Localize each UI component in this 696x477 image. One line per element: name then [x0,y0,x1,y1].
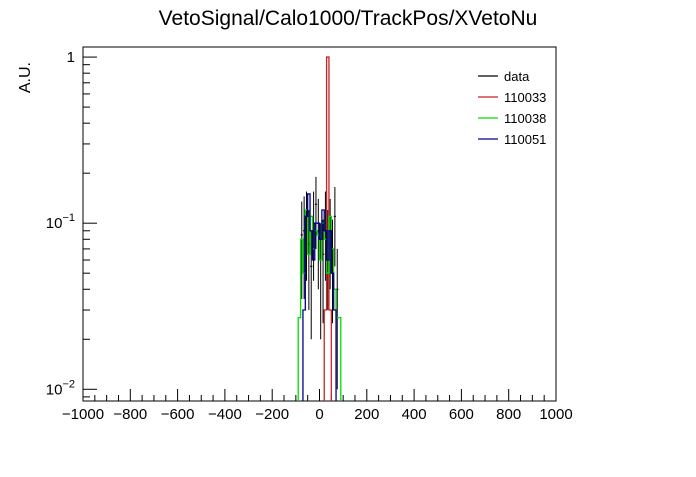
x-tick-label: 600 [449,406,474,423]
x-tick-label: −1000 [62,406,104,423]
x-tick-label: −200 [255,406,289,423]
y-tick-label: 10−1 [46,212,75,232]
legend-label-110051: 110051 [504,132,546,147]
legend-label-data: data [504,69,530,84]
y-tick-label: 10−2 [46,378,75,398]
x-axis: −1000 −800 −600 −400 −200 0 200 400 600 800 1000 [62,389,573,423]
chart-title: VetoSignal/Calo1000/TrackPos/XVetoNu [159,7,538,30]
legend-label-110038: 110038 [504,111,546,126]
series-layer [297,56,342,401]
x-tick-label: −600 [161,406,195,423]
x-tick-label: −800 [113,406,147,423]
y-tick-label: 1 [67,49,75,66]
series-110051-histogram [302,193,337,401]
legend-label-110033: 110033 [504,90,546,105]
legend: data 110033 110038 110051 [478,69,546,147]
y-axis: 10−2 10−1 1 [46,49,97,398]
y-axis-label: A.U. [17,62,34,93]
x-tick-label: 200 [354,406,379,423]
x-tick-label: 400 [402,406,427,423]
x-tick-label: 0 [315,406,323,423]
x-tick-label: 800 [496,406,521,423]
x-tick-label: 1000 [539,406,572,423]
series-110033-histogram [323,56,332,401]
x-tick-label: −400 [208,406,242,423]
